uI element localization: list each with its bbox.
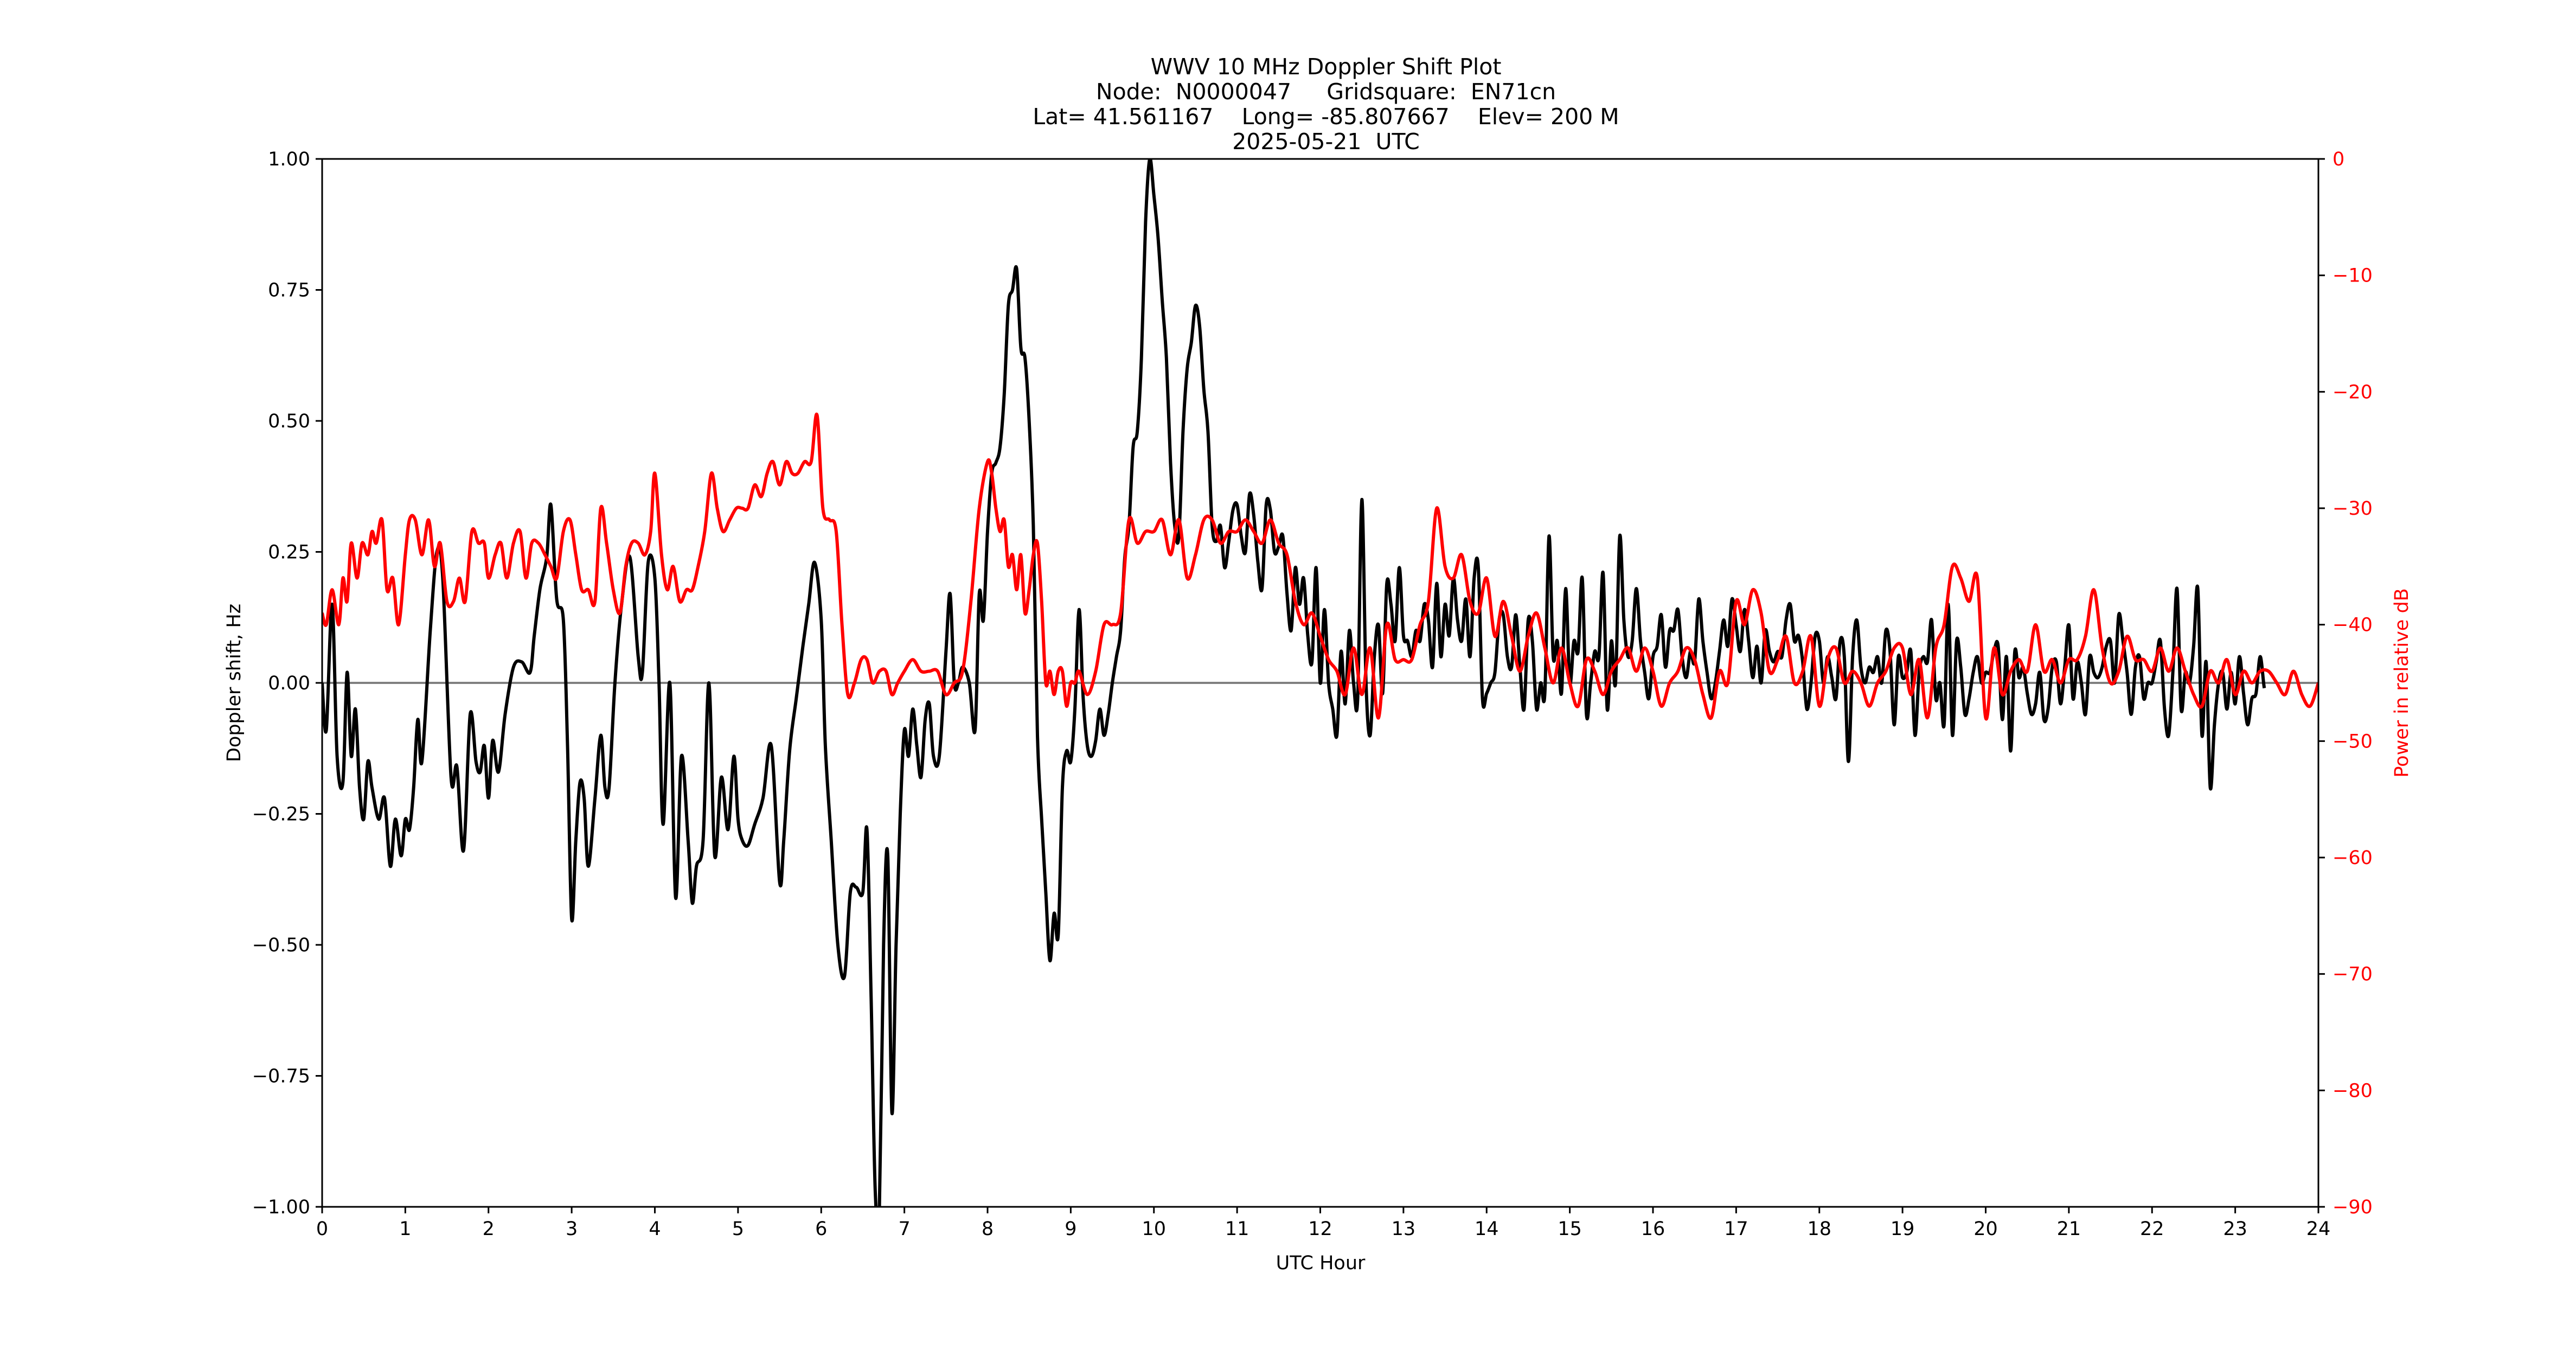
x-tick-label: 20 [1973,1218,1998,1240]
y-axis-left-label: Doppler shift, Hz [223,604,245,762]
x-tick-label: 22 [2140,1218,2164,1240]
y-tick-label: −0.50 [252,935,310,956]
chart-subtitle-location: Lat= 41.561167 Long= -85.807667 Elev= 20… [1033,104,1619,130]
y-tick-label: 0.50 [268,411,310,432]
chart-title-block: WWV 10 MHz Doppler Shift Plot Node: N000… [0,54,2576,154]
x-tick-label: 15 [1558,1218,1582,1240]
y-axis-right: 0 −10 −20 −30 −40 −50 −60 −70 −80 −90 [2318,149,2373,1218]
y2-tick-label: −50 [2333,731,2373,752]
y2-tick-label: −30 [2333,498,2373,520]
x-tick-label: 3 [566,1218,578,1240]
x-tick-label: 21 [2057,1218,2081,1240]
y-tick-label: 0.25 [268,542,310,564]
x-tick-label: 11 [1225,1218,1249,1240]
y2-tick-label: −10 [2333,265,2373,287]
x-tick-label: 4 [649,1218,661,1240]
x-tick-label: 9 [1065,1218,1076,1240]
doppler-shift-line [322,159,2266,1207]
x-tick-label: 6 [815,1218,827,1240]
x-tick-label: 8 [982,1218,994,1240]
x-tick-label: 0 [316,1218,328,1240]
x-tick-label: 12 [1308,1218,1332,1240]
y-tick-label: 0.75 [268,280,310,302]
x-tick-label: 10 [1142,1218,1166,1240]
y2-tick-label: 0 [2333,149,2344,170]
y2-tick-label: −80 [2333,1080,2373,1102]
chart-subtitle-date: 2025-05-21 UTC [1232,129,1420,155]
chart-subtitle-node: Node: N0000047 Gridsquare: EN71cn [1095,79,1556,105]
y-axis-left: 1.00 0.75 0.50 0.25 0.00 −0.25 −0.50 −0.75 −1.00 [252,149,322,1218]
x-tick-label: 5 [732,1218,744,1240]
x-tick-label: 7 [898,1218,910,1240]
x-tick-label: 13 [1392,1218,1416,1240]
x-tick-label: 17 [1724,1218,1748,1240]
x-tick-label: 1 [399,1218,411,1240]
y-tick-label: −1.00 [252,1197,310,1218]
x-tick-label: 23 [2223,1218,2247,1240]
y-tick-label: 1.00 [268,149,310,170]
chart-title: WWV 10 MHz Doppler Shift Plot [1150,54,1502,80]
x-tick-label: 24 [2306,1218,2331,1240]
power-db-line [322,412,2318,721]
x-tick-label: 19 [1891,1218,1915,1240]
y2-tick-label: −20 [2333,381,2373,403]
x-tick-label: 16 [1641,1218,1665,1240]
x-axis: 0 1 2 3 4 5 6 7 8 9 10 11 12 13 14 15 16 17 18 19 20 21 22 23 24 [316,1207,2330,1240]
y2-tick-label: −60 [2333,847,2373,869]
y-tick-label: 0.00 [268,673,310,694]
y2-tick-label: −40 [2333,615,2373,636]
series-layer [322,159,2318,1207]
x-tick-label: 2 [483,1218,495,1240]
x-tick-label: 14 [1475,1218,1499,1240]
x-axis-label: UTC Hour [1276,1252,1366,1274]
x-tick-label: 18 [1807,1218,1831,1240]
y-tick-label: −0.25 [252,804,310,826]
y-tick-label: −0.75 [252,1066,310,1088]
y2-tick-label: −90 [2333,1197,2373,1218]
y-axis-right-label: Power in relative dB [2391,588,2413,777]
y2-tick-label: −70 [2333,964,2373,986]
